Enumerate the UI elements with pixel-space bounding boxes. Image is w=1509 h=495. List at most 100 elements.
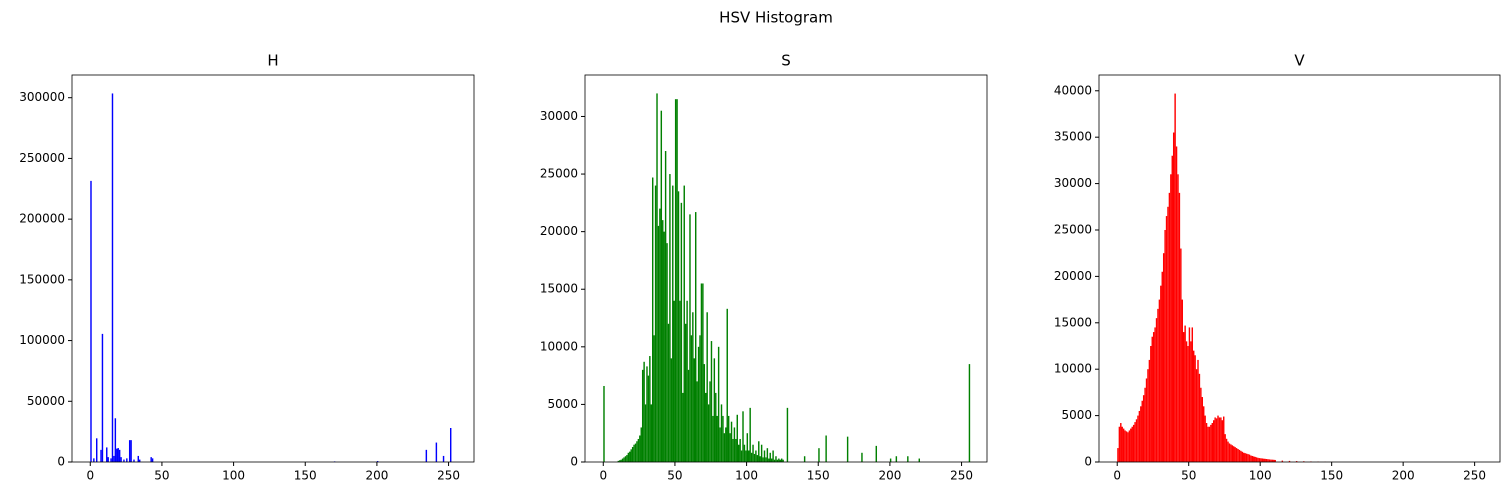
bar: [687, 369, 690, 462]
x-tick-label: 0: [86, 469, 94, 483]
bar: [1131, 426, 1133, 462]
y-tick-label: 5000: [1061, 408, 1092, 422]
bar: [107, 457, 109, 462]
bar: [680, 202, 683, 463]
bar: [684, 323, 687, 462]
bar: [1255, 457, 1258, 462]
bar: [703, 364, 706, 462]
bar: [617, 460, 620, 462]
bar: [621, 458, 624, 462]
bar: [736, 414, 738, 462]
bar: [697, 346, 700, 462]
y-tick-label: 10000: [540, 339, 578, 353]
bar: [150, 457, 152, 462]
bar: [733, 427, 736, 462]
bar: [627, 452, 630, 462]
bar: [1187, 345, 1189, 462]
y-tick-label: 20000: [1054, 269, 1092, 283]
bar: [137, 455, 139, 462]
bar: [679, 300, 681, 462]
y-tick-label: 35000: [1054, 130, 1092, 144]
bar: [634, 443, 637, 462]
bar: [123, 459, 125, 462]
bar: [649, 356, 651, 462]
bar: [722, 415, 724, 462]
bar: [1268, 459, 1271, 462]
bar: [1213, 420, 1215, 462]
bar: [1203, 406, 1205, 462]
bar: [1162, 253, 1165, 462]
bar: [1240, 450, 1242, 462]
y-tick-label: 15000: [1054, 315, 1092, 329]
bar: [1238, 449, 1241, 462]
bar: [709, 381, 711, 462]
bar: [690, 335, 693, 462]
bar: [1288, 460, 1291, 462]
bar: [117, 448, 119, 462]
y-tick-label: 10000: [1054, 362, 1092, 376]
bar: [1211, 423, 1214, 462]
bar: [825, 435, 827, 462]
bar: [766, 448, 769, 462]
bar: [1263, 458, 1265, 462]
bar: [1150, 345, 1152, 462]
bar: [656, 93, 658, 462]
bar: [683, 185, 685, 463]
bar: [803, 456, 806, 462]
bar: [1230, 444, 1232, 462]
axes-frame: [1098, 74, 1501, 463]
bar: [640, 427, 642, 462]
bar: [755, 450, 757, 462]
bar: [756, 455, 759, 462]
x-tick-label: 250: [1463, 469, 1486, 483]
x-tick-label: 100: [1249, 469, 1272, 483]
bar: [674, 99, 677, 462]
bar: [1195, 369, 1198, 462]
bar: [1233, 446, 1235, 462]
bar: [666, 243, 668, 462]
bar: [116, 448, 118, 462]
x-tick-label: 50: [154, 469, 169, 483]
bar: [1135, 419, 1138, 462]
bar: [1134, 422, 1136, 462]
y-tick-label: 40000: [1054, 83, 1092, 97]
bar: [907, 456, 909, 462]
y-tick-label: 20000: [540, 224, 578, 238]
bar: [780, 458, 783, 462]
bar: [732, 438, 734, 462]
bar: [712, 415, 714, 462]
bar: [1250, 455, 1252, 462]
bar: [746, 433, 749, 462]
bar: [686, 300, 688, 462]
bar: [1251, 455, 1254, 462]
y-tick-label: 0: [570, 455, 578, 469]
bar: [1200, 387, 1202, 462]
bar: [1172, 132, 1175, 463]
bar: [772, 450, 774, 462]
y-tick-label: 25000: [540, 167, 578, 181]
bar: [435, 442, 438, 462]
bar: [707, 404, 710, 462]
bar: [723, 433, 726, 462]
bar: [629, 451, 631, 462]
x-tick-label: 200: [365, 469, 388, 483]
bar: [1152, 332, 1155, 462]
bar: [650, 404, 652, 462]
bar: [752, 444, 754, 462]
bar: [760, 444, 763, 462]
bar: [653, 335, 655, 462]
bar: [100, 449, 102, 462]
bar: [110, 458, 112, 462]
bar: [895, 456, 898, 462]
bar: [1167, 206, 1169, 462]
bar: [1267, 459, 1269, 462]
bar: [889, 458, 892, 462]
bar: [682, 392, 684, 462]
bar: [1243, 452, 1245, 462]
bar: [126, 458, 128, 462]
bar: [1121, 426, 1123, 462]
bar: [1258, 458, 1261, 462]
bar: [846, 436, 849, 462]
bar: [720, 404, 723, 462]
bar: [1174, 93, 1176, 462]
